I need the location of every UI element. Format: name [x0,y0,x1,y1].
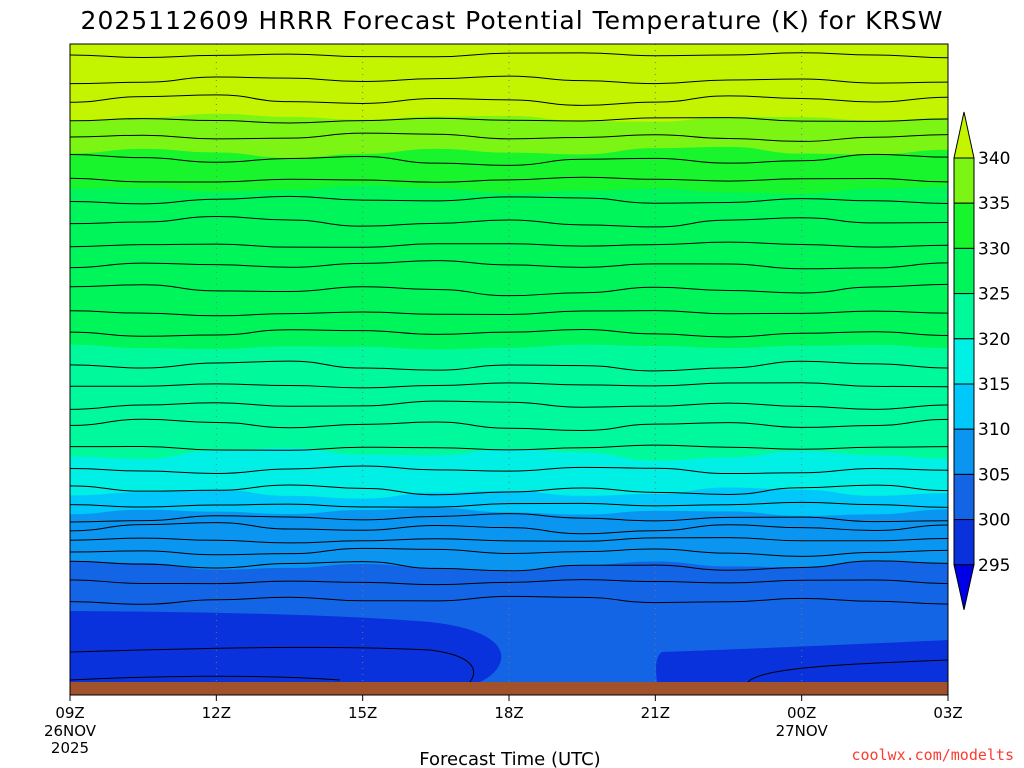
colorbar-segment [953,247,975,295]
colorbar-segment [953,383,975,430]
contour-line [69,75,949,85]
colorbar-segment [953,157,975,204]
colorbar-segment [953,293,975,340]
contour-line [69,195,949,205]
contour-line [69,444,949,451]
contour-line [69,117,949,124]
x-tick-label: 18Z [494,704,523,722]
contour-line [69,94,949,106]
contour-lines [69,52,949,683]
colorbar-cap-bottom [953,564,975,610]
contour-fill [70,611,502,682]
filled-contours [70,44,948,696]
contour-line [69,484,949,496]
colorbar-segment [953,428,975,475]
contour-line [69,400,949,410]
colorbar-cap-top [953,111,975,159]
contour-line [69,153,949,166]
contour-line [69,382,949,389]
contour-line [69,675,341,681]
x-tick-label: 03Z [933,704,962,722]
x-tick-label: 09Z [55,704,84,722]
contour-line [69,560,949,572]
x-tick-label: 15Z [348,704,377,722]
contour-line [747,659,949,683]
contour-line [69,132,949,142]
contour-line [69,646,475,683]
x-tick-label: 00Z [787,704,816,722]
contour-line [69,260,949,270]
chart-title: 2025112609 HRRR Forecast Potential Tempe… [81,6,944,35]
x-tick-year: 2025 [51,739,89,757]
contour-line [69,329,949,338]
colorbar-segment [953,473,975,521]
x-tick-label: 12Z [202,704,231,722]
contour-line [69,465,949,475]
contour-line [69,595,949,605]
x-tick-date: 27NOV [776,722,829,740]
contour-line [69,418,949,432]
contour-line [69,513,949,523]
contour-line [69,547,949,557]
contour-line [69,522,949,535]
colorbar-segment [953,338,975,385]
contour-line [69,52,949,59]
colorbar: 340 335 330 325 320 315 310 305 300 295 [953,111,1010,610]
contour-line [69,176,949,183]
x-tick-date: 26NOV [44,722,97,740]
colorbar-label: 330 [978,239,1010,259]
contour-line [69,537,949,544]
colorbar-label: 305 [978,465,1010,485]
x-tick-label: 21Z [641,704,670,722]
contour-line [69,360,949,372]
colorbar-label: 320 [978,330,1010,350]
contour-fill [656,640,948,682]
colorbar-label: 310 [978,420,1010,440]
contour-line [69,579,949,586]
colorbar-label: 295 [978,556,1010,576]
x-axis-title: Forecast Time (UTC) [419,749,600,768]
colorbar-label: 340 [978,149,1010,169]
colorbar-label: 315 [978,375,1010,395]
ground-surface [70,682,948,695]
colorbar-label: 335 [978,194,1010,214]
contour-line [69,241,949,248]
colorbar-segment [953,202,975,249]
contour-line [69,283,949,297]
colorbar-label: 300 [978,511,1010,531]
colorbar-segment [953,519,975,566]
contour-line [69,501,949,508]
colorbar-label: 325 [978,285,1010,305]
credit-link[interactable]: coolwx.com/modelts [851,746,1014,764]
contour-line [69,216,949,228]
contour-line [69,310,949,317]
